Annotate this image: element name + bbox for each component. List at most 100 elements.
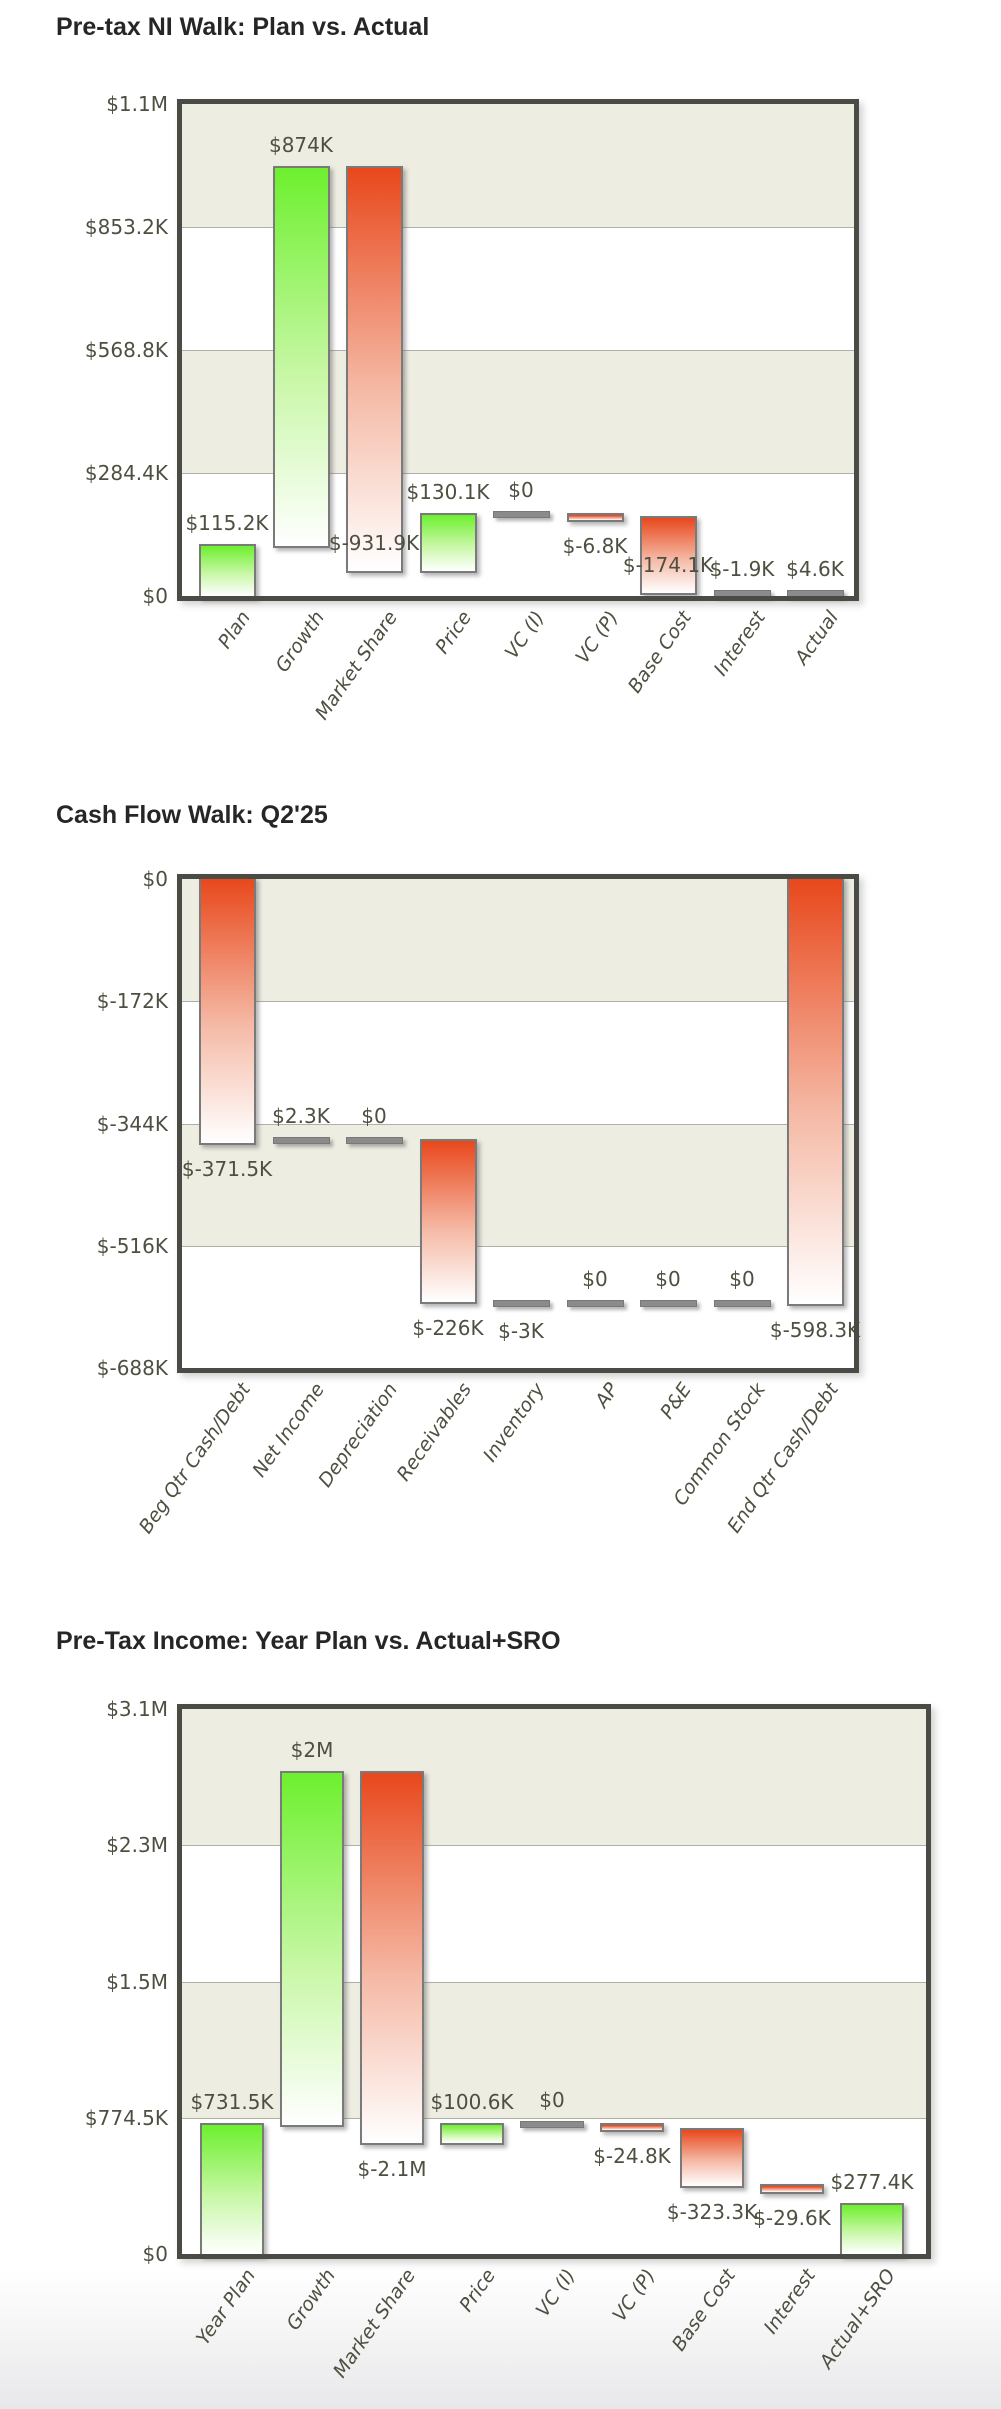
x-axis-category-label: Interest xyxy=(709,607,771,680)
plot-border xyxy=(177,874,859,1373)
plot-band xyxy=(182,1001,854,1124)
y-axis-tick-label: $1.1M xyxy=(106,92,168,116)
waterfall-bar-zero xyxy=(272,1137,330,1145)
waterfall-bar-zero xyxy=(492,510,550,518)
gridline xyxy=(182,1246,854,1247)
bar-value-label: $2.3K xyxy=(272,1104,330,1129)
y-axis-tick-label: $774.5K xyxy=(84,2105,168,2130)
waterfall-bar-zero xyxy=(566,1300,624,1308)
bar-value-label: $0 xyxy=(582,1267,608,1292)
gridline xyxy=(182,1845,926,1846)
waterfall-bar-thinred xyxy=(566,512,624,522)
bar-value-label: $0 xyxy=(361,1104,387,1129)
waterfall-bar-zero xyxy=(492,1300,550,1308)
y-axis-tick-label: $0 xyxy=(142,2242,168,2266)
x-axis-category-label: Actual xyxy=(790,607,844,669)
y-axis-tick-label: $284.4K xyxy=(84,461,168,485)
waterfall-bar-red xyxy=(419,1139,477,1305)
y-axis-tick-label: $-172K xyxy=(96,989,168,1014)
bar-value-label: $0 xyxy=(729,1267,755,1292)
bar-value-label: $2M xyxy=(290,1738,334,1763)
plot-border xyxy=(177,99,859,601)
plot-area-pretax-ni-walk: $115.2K $874K $-931.9K $130.1K $0 $-6.8K $-174… xyxy=(182,104,854,598)
bar-value-label: $-226K xyxy=(412,1316,484,1341)
waterfall-bar-green xyxy=(419,512,477,574)
chart-title-pretax-income: Pre-Tax Income: Year Plan vs. Actual+SRO xyxy=(56,1627,561,1655)
waterfall-bar-green xyxy=(840,2203,904,2256)
bar-value-label: $-24.8K xyxy=(593,2144,671,2169)
plot-area-cash-flow-walk: $-371.5K $2.3K $0 $-226K $-3K $0 $0 $0 $-598.3K xyxy=(182,877,860,1368)
plot-area-pretax-income: $731.5K $2M $-2.1M $100.6K $0 $-24.8K $-323.3K… xyxy=(182,1709,926,2256)
waterfall-bar-zero xyxy=(520,2121,584,2129)
bar-value-label: $130.1K xyxy=(406,479,490,504)
x-axis-category-label: Plan xyxy=(213,607,256,653)
bar-value-label: $4.6K xyxy=(786,557,844,581)
waterfall-bar-red xyxy=(680,2127,744,2189)
bottom-fade-gradient xyxy=(0,2270,1001,2409)
gridline xyxy=(182,350,854,351)
bar-value-label: $731.5K xyxy=(190,2090,274,2115)
waterfall-bar-zero xyxy=(639,1300,697,1308)
y-axis-tick-label: $-688K xyxy=(96,1356,168,1380)
x-axis-category-label: VC (P) xyxy=(571,607,624,668)
y-axis-tick-label: $2.3M xyxy=(106,1833,168,1858)
x-axis-category-label: AP xyxy=(590,1379,624,1412)
waterfall-bar-green xyxy=(440,2123,504,2145)
x-axis-category-label: Beg Qtr Cash/Debt xyxy=(134,1379,256,1538)
waterfall-bar-green xyxy=(200,2123,264,2256)
waterfall-bar-green xyxy=(280,1771,344,2128)
chart-title-cash-flow-walk: Cash Flow Walk: Q2'25 xyxy=(56,801,328,829)
y-axis-tick-label: $0 xyxy=(142,867,168,891)
bar-value-label: $100.6K xyxy=(430,2090,514,2115)
plot-band xyxy=(182,879,854,1002)
bar-value-label: $-6.8K xyxy=(562,533,628,558)
waterfall-bar-red xyxy=(786,877,844,1307)
bar-value-label: $115.2K xyxy=(185,511,269,536)
waterfall-bar-thinred xyxy=(760,2184,824,2194)
waterfall-bar-zero xyxy=(713,1300,771,1308)
bar-value-label: $0 xyxy=(655,1267,681,1292)
y-axis-tick-label: $1.5M xyxy=(106,1969,168,1994)
x-axis-category-label: Receivables xyxy=(392,1379,477,1486)
x-axis-category-label: Depreciation xyxy=(314,1379,403,1492)
x-axis-category-label: Base Cost xyxy=(623,607,697,698)
bar-value-label: $277.4K xyxy=(830,2170,914,2195)
chart-title-pretax-ni-walk: Pre-tax NI Walk: Plan vs. Actual xyxy=(56,13,430,41)
bar-value-label: $-323.3K xyxy=(666,2200,758,2225)
y-axis-tick-label: $568.8K xyxy=(84,338,168,362)
waterfall-bar-green xyxy=(198,544,256,598)
y-axis-tick-label: $-516K xyxy=(96,1233,168,1258)
waterfall-bar-red xyxy=(345,166,403,574)
x-axis-category-label: Price xyxy=(431,607,477,658)
waterfall-bar-thinred xyxy=(600,2123,664,2133)
bar-value-label: $-371.5K xyxy=(181,1157,273,1182)
x-axis-category-label: Inventory xyxy=(478,1379,550,1466)
bar-value-label: $-931.9K xyxy=(328,531,420,556)
x-axis-category-label: Growth xyxy=(271,607,330,677)
gridline xyxy=(182,1982,926,1983)
bar-value-label: $-2.1M xyxy=(357,2156,427,2181)
waterfall-bar-zero xyxy=(345,1137,403,1145)
x-axis-category-label: P&E xyxy=(656,1379,697,1423)
bar-value-label: $-598.3K xyxy=(769,1318,861,1343)
bar-value-label: $0 xyxy=(539,2088,565,2113)
gridline xyxy=(182,1124,854,1125)
gridline xyxy=(182,2118,926,2119)
gridline xyxy=(182,227,854,228)
waterfall-bar-red xyxy=(360,1771,424,2145)
y-axis-tick-label: $3.1M xyxy=(106,1697,168,1721)
x-axis-category-label: VC (I) xyxy=(500,607,550,663)
x-axis-category-label: Net Income xyxy=(248,1379,330,1482)
waterfall-bar-red xyxy=(639,515,697,596)
bar-value-label: $-1.9K xyxy=(709,557,775,581)
y-axis-tick-label: $853.2K xyxy=(84,215,168,239)
gridline xyxy=(182,1001,854,1002)
bar-value-label: $-174.1K xyxy=(622,553,714,578)
y-axis-tick-label: $-344K xyxy=(96,1111,168,1136)
y-axis-tick-label: $0 xyxy=(142,584,168,608)
bar-value-label: $-29.6K xyxy=(753,2205,831,2230)
plot-border xyxy=(177,1704,931,2259)
bar-value-label: $0 xyxy=(508,477,534,502)
waterfall-bar-green xyxy=(272,166,330,549)
